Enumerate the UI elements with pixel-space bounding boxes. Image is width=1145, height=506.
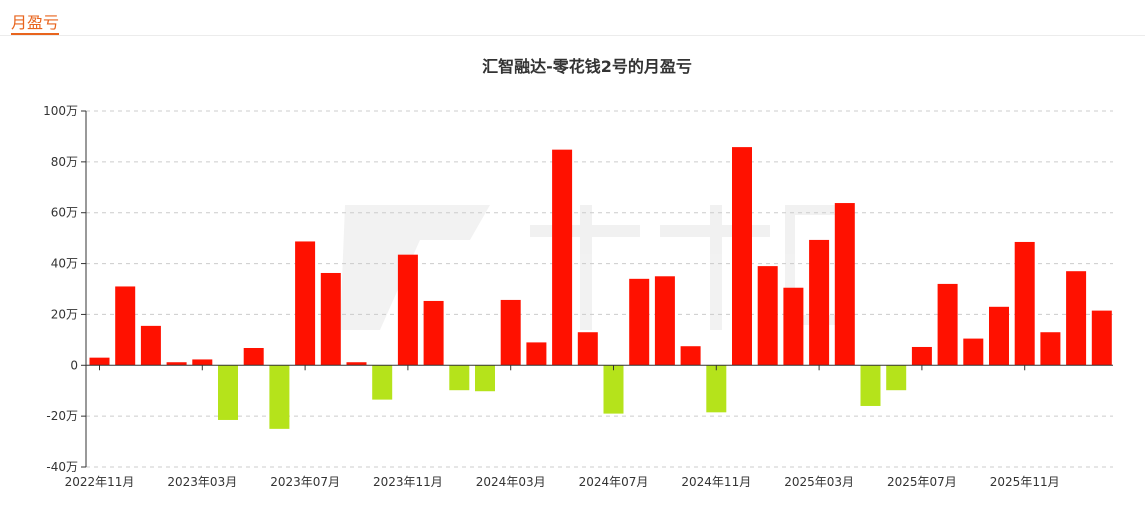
x-tick-label: 2023年07月 [270, 475, 340, 489]
bar [809, 239, 830, 366]
chart-title: 汇智融达-零花钱2号的月盈亏 [482, 57, 692, 76]
y-tick-label: -20万 [46, 409, 78, 423]
bar [937, 283, 958, 366]
x-tick-label: 2025年11月 [990, 475, 1060, 489]
x-tick-label: 2023年11月 [373, 475, 443, 489]
bar [295, 241, 316, 366]
bar [243, 347, 264, 366]
bar [963, 338, 984, 366]
bar [706, 365, 727, 413]
bar [911, 346, 932, 366]
bar [269, 365, 290, 429]
bar [397, 254, 418, 366]
x-tick-label: 2022年11月 [65, 475, 135, 489]
bar [989, 306, 1009, 366]
bar [732, 147, 752, 366]
x-tick-label: 2025年07月 [887, 475, 957, 489]
x-tick-label: 2023年03月 [167, 475, 237, 489]
y-tick-label: 0 [70, 358, 78, 372]
bar [834, 203, 855, 366]
bar [89, 357, 110, 366]
bar [475, 365, 495, 392]
bar [680, 346, 701, 366]
x-tick-label: 2024年07月 [579, 475, 649, 489]
bar [1066, 271, 1087, 366]
bar [449, 365, 470, 391]
bar [1040, 332, 1061, 366]
bar [654, 276, 675, 366]
bar [372, 365, 393, 400]
bars [89, 147, 1112, 429]
bar [783, 287, 804, 366]
bar [218, 365, 238, 420]
bar [886, 365, 907, 391]
bar [166, 362, 187, 366]
y-axis-ticks: -40万 -20万 0 20万 40万 60万 80万 100万 [43, 104, 86, 474]
y-tick-label: 100万 [43, 104, 78, 118]
y-tick-label: 20万 [51, 307, 78, 321]
bar [757, 266, 778, 366]
bar [423, 300, 444, 366]
bar [192, 359, 213, 366]
bar [577, 332, 598, 366]
bar [629, 278, 650, 366]
axes [85, 111, 1113, 467]
x-axis-ticks: 2022年11月 2023年03月 2023年07月 2023年11月 2024年03月… [65, 365, 1060, 489]
grid-lines [86, 110, 1113, 468]
y-tick-label: 60万 [51, 206, 78, 220]
bar [860, 365, 881, 406]
bar [500, 299, 521, 366]
header-divider [0, 35, 1145, 36]
section-tab-monthly-pnl[interactable]: 月盈亏 [11, 13, 60, 35]
bar [140, 325, 161, 366]
bar [603, 365, 624, 414]
bar [526, 342, 547, 366]
x-tick-label: 2024年03月 [476, 475, 546, 489]
bar [552, 149, 573, 366]
y-tick-label: -40万 [46, 460, 78, 474]
x-tick-label: 2025年03月 [784, 475, 854, 489]
y-tick-label: 80万 [51, 155, 78, 169]
y-tick-label: 40万 [51, 257, 78, 271]
x-tick-label: 2024年11月 [681, 475, 751, 489]
bar [320, 272, 341, 366]
bar [115, 286, 136, 366]
bar [1091, 310, 1112, 366]
bar [346, 362, 367, 366]
bar [1014, 241, 1035, 366]
